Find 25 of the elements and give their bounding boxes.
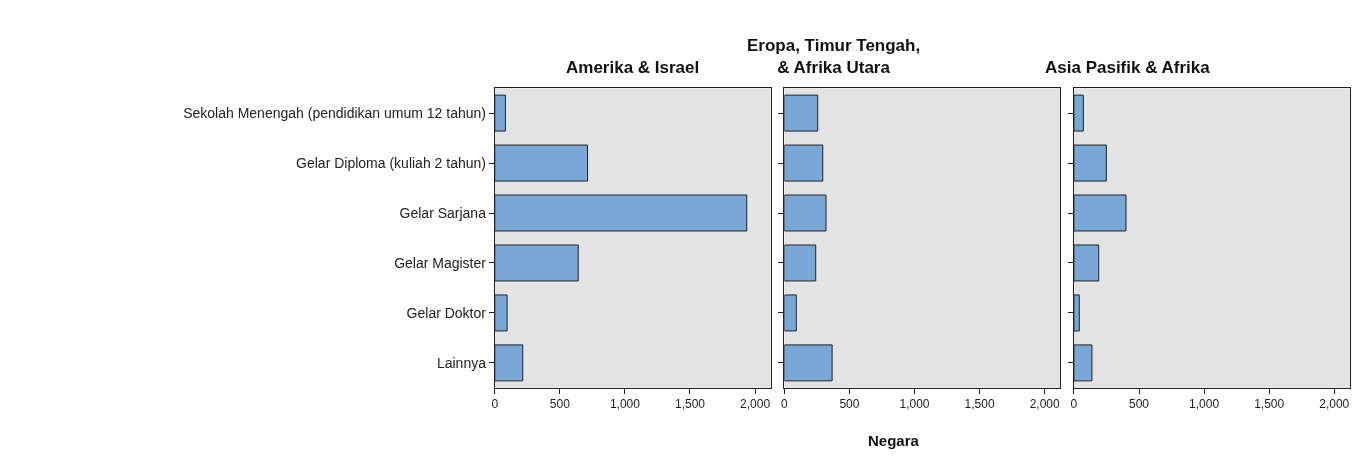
x-tick-label: 2,000 [1319,397,1350,412]
chart-title: Eropa, Timur Tengah, & Afrika Utara [747,36,921,78]
y-tick-label: Gelar Diploma (kuliah 2 tahun) [296,154,486,171]
y-tick-label: Gelar Sarjana [399,204,487,221]
y-tick-label: Gelar Magister [394,254,487,271]
x-tick-label: 500 [839,397,860,412]
x-tick-label: 0 [781,397,789,412]
x-tick-label: 2,000 [1029,397,1060,412]
x-tick-label: 1,000 [899,397,930,412]
x-tick-label: 1,500 [674,397,706,412]
x-tick-label: 0 [1070,397,1078,412]
x-axis-title: Negara [868,432,920,449]
chart-title: Asia Pasifik & Afrika [1045,58,1211,77]
y-tick-label: Gelar Doktor [406,304,487,321]
x-tick-label: 1,000 [1189,397,1220,412]
x-tick-label: 1,500 [1254,397,1285,412]
y-tick-label: Lainnya [436,354,487,371]
x-tick-label: 2,000 [740,397,771,412]
x-tick-label: 500 [549,397,571,412]
x-tick-label: 1,500 [964,397,995,412]
x-tick-label: 1,000 [609,397,641,412]
x-tick-label: 500 [1129,397,1150,412]
y-tick-label: Sekolah Menengah (pendidikan umum 12 tahun) [183,105,486,122]
chart-title: Amerika & Israel [566,58,700,77]
x-tick-label: 0 [491,397,499,412]
